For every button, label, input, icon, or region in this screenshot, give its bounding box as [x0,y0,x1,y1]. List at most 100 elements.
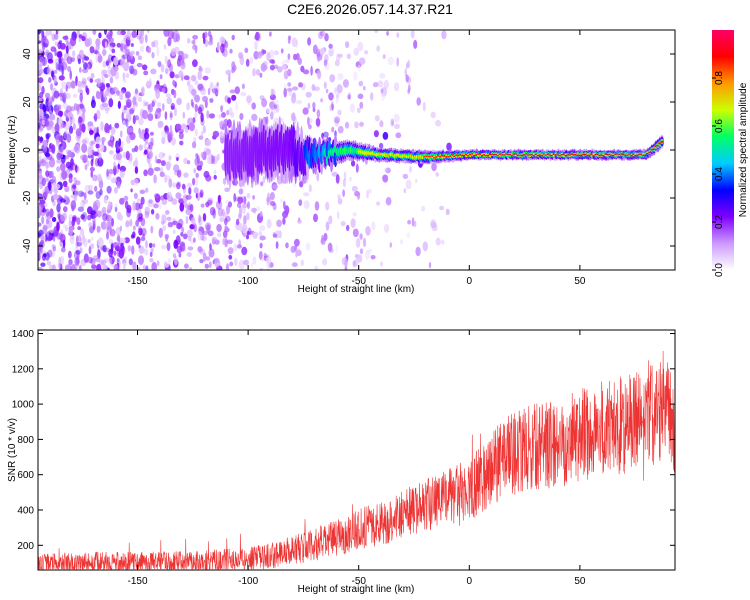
spectrogram-noise-cell [337,125,344,134]
spectrogram-noise-cell [133,192,138,200]
spectrogram-noise-cell [287,68,292,77]
spectrogram-noise-cell [120,43,127,53]
spectrogram-noise-cell [72,93,78,98]
spectrogram-noise-cell [79,192,84,198]
spectrogram-noise-cell [61,66,64,77]
spectrogram-noise-cell [357,93,364,100]
spectrogram-noise-cell [74,144,81,154]
spectrogram-noise-cell [118,248,125,259]
spectrogram-noise-cell [144,206,151,216]
spectrogram-noise-cell [125,98,132,108]
spectrogram-noise-cell [65,84,68,92]
spectrogram-x-tick-label: -150 [128,276,148,287]
spectrogram-noise-cell [220,104,224,110]
spectrogram-noise-cell [302,69,310,75]
spectrogram-noise-cell [125,220,130,228]
spectrogram-noise-cell [379,120,384,128]
spectrogram-noise-cell [187,37,191,44]
spectrogram-noise-cell [48,181,52,191]
spectrogram-noise-cell [253,50,259,60]
spectrogram-noise-cell [111,48,116,54]
snr-x-tick-label: -150 [128,576,148,587]
spectrogram-noise-cell [211,88,218,94]
spectrogram-noise-cell [118,138,122,147]
spectrogram-noise-cell [38,222,42,227]
spectrogram-noise-cell [126,112,132,122]
spectrogram-noise-cell [99,82,106,92]
spectrogram-noise-cell [142,233,145,240]
spectrogram-noise-cell [164,173,168,183]
spectrogram-noise-cell [287,82,292,87]
spectrogram-noise-cell [370,92,374,101]
spectrogram-noise-cell [256,32,262,42]
spectrogram-noise-cell [299,181,304,188]
spectrogram-noise-cell [251,113,258,121]
spectrogram-noise-cell [286,87,293,92]
spectrogram-noise-cell [128,127,134,133]
spectrogram-noise-cell [63,206,68,213]
spectrogram-noise-cell [197,70,202,81]
spectrogram-noise-cell [259,210,263,218]
spectrogram-noise-cell [123,195,129,201]
spectrogram-noise-cell [106,168,109,177]
spectrogram-noise-cell [123,44,128,51]
spectrogram-noise-cell [43,38,49,48]
spectrogram-noise-cell [82,238,88,247]
spectrogram-noise-cell [207,87,211,96]
spectrogram-noise-cell [367,188,372,194]
spectrogram-noise-cell [342,79,349,88]
spectrogram-noise-cell [187,246,194,251]
spectrogram-noise-cell [42,189,45,199]
spectrogram-noise-cell [262,49,267,55]
spectrogram-noise-cell [297,219,302,224]
spectrogram-noise-cell [97,237,104,248]
spectrogram-noise-cell [145,265,149,270]
spectrogram-noise-cell [38,266,44,270]
spectrogram-noise-cell [246,95,252,104]
spectrogram-noise-cell [88,184,93,191]
spectrogram-noise-cell [42,139,49,148]
spectrogram-noise-cell [155,114,158,119]
spectrogram-noise-cell [308,124,312,130]
spectrogram-noise-cell [96,263,102,270]
spectrogram-noise-cell [125,118,129,128]
spectrogram-noise-cell [216,199,223,210]
spectrogram-noise-cell [75,128,82,137]
spectrogram-noise-cell [86,87,90,95]
spectrogram-noise-cell [174,255,178,266]
spectrogram-noise-cell [145,34,148,43]
spectrogram-noise-cell [224,217,228,226]
spectrogram-noise-cell [176,97,182,106]
spectrogram-noise-cell [143,143,147,150]
spectrogram-noise-cell [116,153,123,161]
spectrogram-noise-cell [173,89,177,99]
spectrogram-noise-cell [86,160,90,167]
spectrogram-noise-cell [316,48,321,58]
spectrogram-noise-cell [321,234,325,244]
spectrogram-noise-cell [113,161,116,170]
spectrogram-noise-cell [281,179,288,184]
spectrogram-noise-cell [365,226,371,236]
spectrogram-noise-cell [319,48,325,55]
spectrogram-noise-cell [114,206,118,213]
spectrogram-noise-cell [108,37,115,43]
spectrogram-noise-cell [89,46,95,54]
spectrogram-noise-cell [170,48,177,57]
spectrogram-noise-cell [125,72,130,79]
spectrogram-noise-cell [119,225,123,232]
spectrogram-noise-cell [346,224,350,232]
colorbar-gradient [712,30,734,270]
spectrogram-noise-cell [82,32,87,40]
spectrogram-noise-cell [104,41,108,48]
spectrogram-noise-cell [52,246,57,252]
spectrogram-noise-cell [396,57,400,67]
spectrogram-noise-cell [62,91,67,102]
spectrogram-noise-cell [222,238,226,245]
spectrogram-noise-cell [188,187,192,195]
spectrogram-noise-cell [184,126,189,133]
spectrogram-noise-cell [203,37,206,45]
spectrogram-noise-cell [222,212,228,219]
spectrogram-noise-cell [38,64,43,73]
spectrogram-noise-cell [435,172,439,177]
spectrogram-noise-cell [216,224,222,232]
